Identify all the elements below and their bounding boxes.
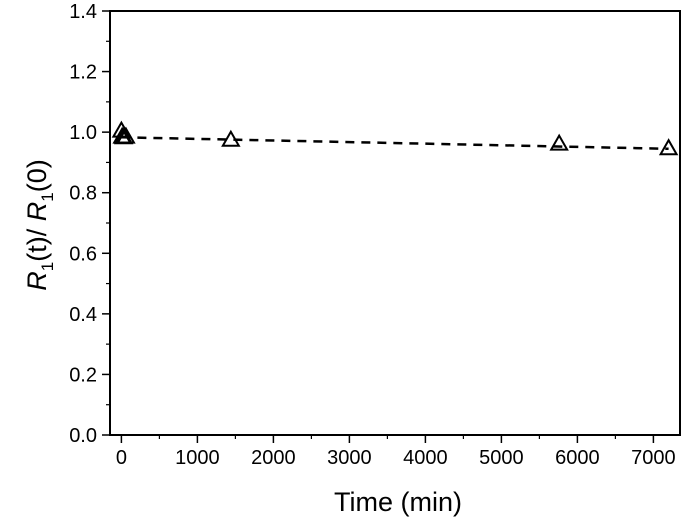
y-tick-label: 0.6 [69, 243, 97, 265]
y-tick-label: 1.2 [69, 62, 97, 84]
x-tick-label: 3000 [327, 447, 372, 469]
x-axis: 0 1000 2000 3000 4000 5000 6000 7000 [116, 435, 676, 469]
plot-frame [109, 10, 681, 436]
x-axis-title: Time (min) [334, 487, 462, 517]
x-tick-label: 2000 [251, 447, 296, 469]
data-point [658, 138, 679, 156]
fit-line [121, 136, 669, 151]
data-point [116, 126, 136, 144]
data-point [221, 129, 241, 147]
x-tick-label: 1000 [175, 447, 220, 469]
y-title-part: R [22, 271, 52, 291]
y-axis: 0.0 0.2 0.4 0.6 0.8 1.0 1.2 1.4 [69, 1, 110, 447]
fit-line-group [121, 136, 669, 151]
x-tick-label: 4000 [403, 447, 448, 469]
y-tick-label: 1.0 [69, 122, 97, 144]
x-tick-label: 0 [116, 447, 127, 469]
y-tick-label: 0.8 [69, 183, 97, 205]
x-tick-label: 6000 [555, 447, 600, 469]
y-tick-label: 0.4 [69, 304, 97, 326]
y-title-subscript: 1 [38, 262, 57, 271]
y-tick-label: 0.2 [69, 364, 97, 386]
plot-border [109, 10, 681, 436]
y-title-part: (0) [22, 159, 52, 192]
y-title-subscript: 1 [38, 192, 57, 201]
data-points [111, 120, 679, 156]
x-tick-label: 5000 [479, 447, 524, 469]
y-title-part: (t)/ [22, 221, 52, 262]
y-axis-title: R1(t)/ R1(0) [22, 159, 57, 290]
x-tick-label: 7000 [631, 447, 676, 469]
y-title-part: R [22, 202, 52, 222]
y-tick-label: 0.0 [69, 425, 97, 447]
data-point [549, 133, 569, 151]
y-tick-label: 1.4 [69, 1, 97, 23]
